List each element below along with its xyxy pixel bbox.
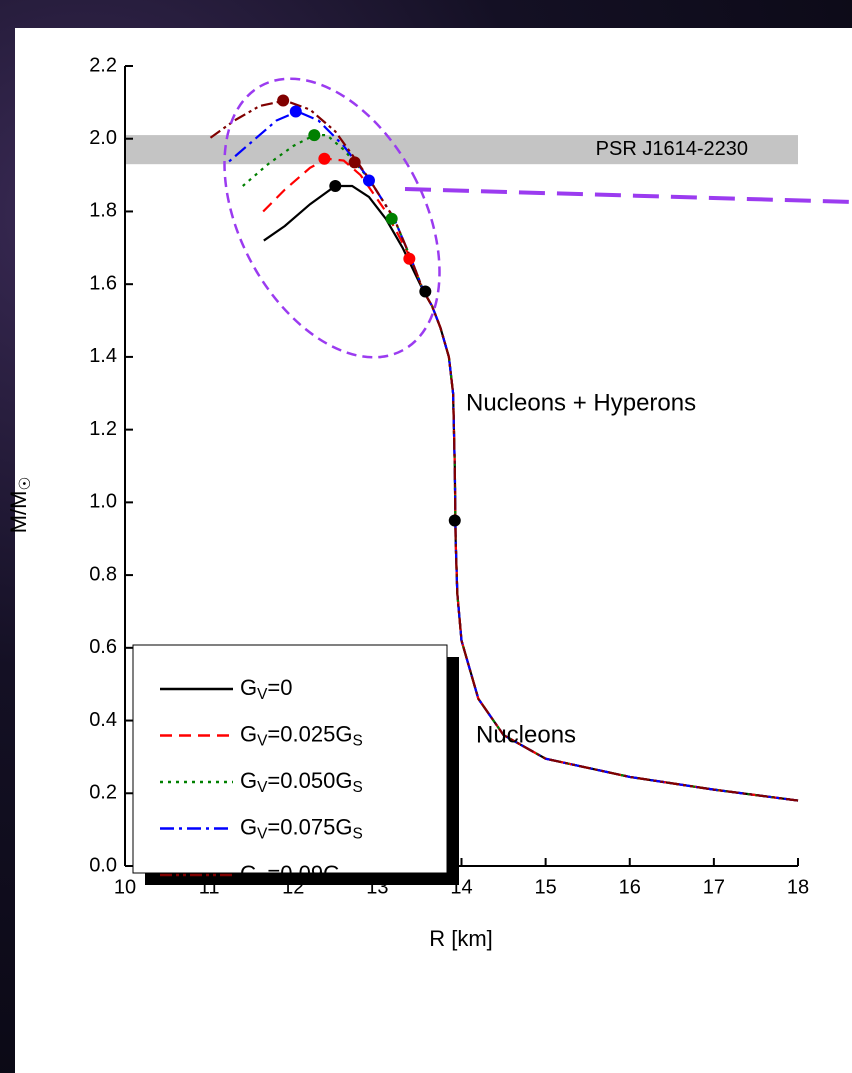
y-tick-label: 2.0 xyxy=(89,127,117,149)
y-tick-label: 0.6 xyxy=(89,636,117,658)
y-tick-label: 1.4 xyxy=(89,345,117,367)
y-tick-label: 0.2 xyxy=(89,782,117,804)
marker xyxy=(348,156,361,169)
marker xyxy=(329,180,342,192)
legend-label: GV=0.09GS xyxy=(240,861,351,889)
y-tick-label: 1.8 xyxy=(89,200,117,222)
annotation: Nucleons + Hyperons xyxy=(466,389,696,416)
curve xyxy=(208,99,799,802)
x-tick-label: 15 xyxy=(535,876,557,898)
panel xyxy=(15,28,852,1073)
curve xyxy=(242,133,799,802)
y-tick-label: 0.4 xyxy=(89,709,117,731)
y-tick-label: 0.0 xyxy=(89,854,117,876)
y-tick-label: 1.6 xyxy=(89,272,117,294)
x-tick-label: 10 xyxy=(114,876,136,898)
marker xyxy=(362,174,375,187)
highlight-ellipse xyxy=(223,77,441,359)
legend-label: GV=0.075GS xyxy=(240,814,363,842)
legend-label: GV=0 xyxy=(240,675,293,703)
marker xyxy=(419,285,432,298)
reference-band xyxy=(125,135,798,165)
y-tick-label: 2.2 xyxy=(89,54,117,76)
y-tick-label: 1.0 xyxy=(89,491,117,513)
marker xyxy=(308,129,321,142)
marker xyxy=(385,212,398,225)
y-axis-label: M/M☉ xyxy=(6,477,34,534)
marker xyxy=(289,105,302,118)
marker xyxy=(277,94,290,107)
marker xyxy=(403,252,416,265)
marker xyxy=(318,152,331,165)
y-tick-label: 0.8 xyxy=(89,563,117,585)
x-tick-label: 18 xyxy=(787,876,809,898)
annotation: Nucleons xyxy=(476,721,576,748)
x-tick-label: 16 xyxy=(619,876,641,898)
x-axis-label: R [km] xyxy=(429,926,493,951)
legend-label: GV=0.050GS xyxy=(240,768,363,796)
legend-label: GV=0.025GS xyxy=(240,721,363,749)
y-tick-label: 1.2 xyxy=(89,418,117,440)
band-label: PSR J1614-2230 xyxy=(596,138,748,160)
x-tick-label: 17 xyxy=(703,876,725,898)
marker xyxy=(448,514,461,527)
legend xyxy=(132,644,448,874)
